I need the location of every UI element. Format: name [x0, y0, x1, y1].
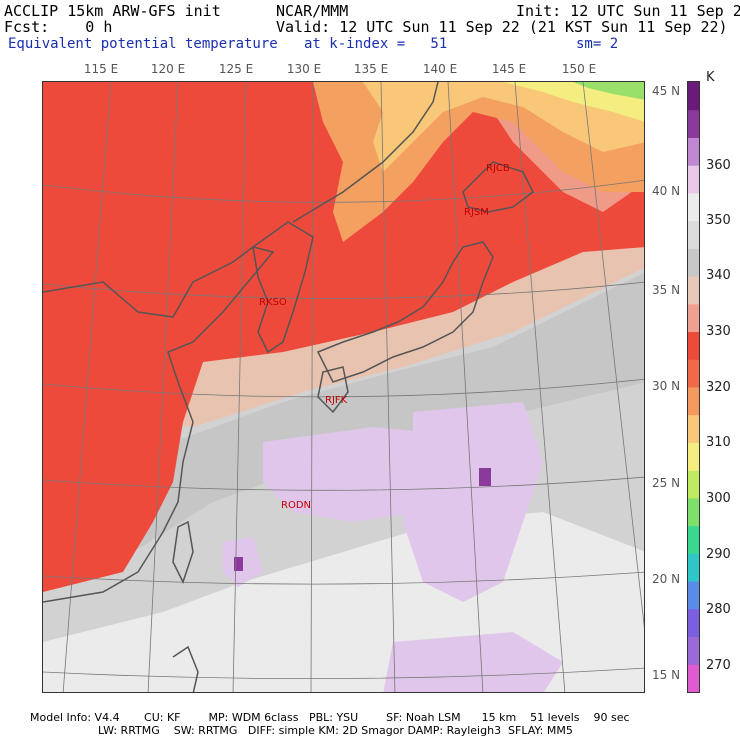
level-label: at k-index = 51 — [304, 36, 448, 52]
station-label: RJSM — [464, 207, 489, 218]
station-label: RODN — [281, 500, 311, 511]
colorbar-segment — [688, 109, 699, 138]
colorbar-segment — [688, 553, 699, 582]
colorbar-segment — [688, 359, 699, 388]
lon-label: 120 E — [150, 62, 186, 76]
coastline-philippines — [172, 645, 199, 692]
org-label: NCAR/MMM — [276, 2, 349, 20]
field-region-330 — [433, 162, 513, 222]
field-name: Equivalent potential temperature — [8, 36, 278, 52]
coastline-kyushu — [317, 366, 349, 414]
field-spot-370 — [234, 557, 243, 571]
colorbar-segment — [688, 414, 699, 443]
colorbar-segment — [688, 248, 699, 277]
colorbar-segment — [688, 470, 699, 499]
station-label: RJCB — [486, 163, 510, 174]
lon-label: 140 E — [422, 62, 458, 76]
colorbar-segment — [688, 581, 699, 610]
smoothing-label: sm= 2 — [576, 36, 619, 52]
colorbar-segment — [688, 442, 699, 471]
colorbar-label: 280 — [706, 602, 731, 617]
field-region-300 — [573, 82, 644, 100]
colorbar-label: 320 — [706, 380, 731, 395]
colorbar-segment — [688, 165, 699, 194]
field-region-315 — [363, 82, 644, 172]
colorbar-segment — [688, 137, 699, 166]
lon-label: 135 E — [353, 62, 389, 76]
lat-label: 40 N — [652, 184, 681, 198]
model-info-line1: Model Info: V4.4 CU: KF MP: WDM 6class P… — [30, 711, 630, 724]
colorbar-segment — [688, 82, 699, 111]
lat-label: 45 N — [652, 84, 681, 98]
meridian-line — [232, 82, 247, 692]
parallel-line — [43, 667, 644, 680]
colorbar-segment — [688, 303, 699, 333]
station-label: RJFK — [325, 395, 348, 406]
model-info-line2: LW: RRTMG SW: RRTMG DIFF: simple KM: 2D … — [98, 724, 573, 737]
colorbar-segment — [688, 331, 699, 360]
colorbar-segment — [688, 276, 699, 305]
colorbar-label: 340 — [706, 268, 731, 283]
colorbar-label: 350 — [706, 213, 731, 228]
colorbar-segment — [688, 664, 699, 693]
colorbar-label: 290 — [706, 547, 731, 562]
parallel-line — [43, 476, 644, 491]
colorbar-segment — [688, 220, 699, 249]
coastline-hokkaido — [462, 161, 534, 213]
station-label: RKSO — [259, 297, 287, 308]
colorbar-segment — [688, 608, 699, 638]
colorbar-label: 270 — [706, 658, 731, 673]
lon-label: 150 E — [561, 62, 597, 76]
colorbar-label: 360 — [706, 158, 731, 173]
meridian-line — [147, 82, 179, 692]
coastlines — [43, 82, 534, 692]
valid-time: Valid: 12 UTC Sun 11 Sep 22 (21 KST Sun … — [276, 18, 728, 36]
colorbar-segment — [688, 192, 699, 222]
field-spot-370 — [479, 468, 491, 486]
lat-label: 30 N — [652, 379, 681, 393]
parallel-line — [43, 281, 644, 299]
field-region-360 — [403, 402, 543, 602]
meridian-line — [514, 82, 566, 692]
graticule — [43, 82, 644, 692]
field-region-345 — [43, 272, 644, 582]
meridian-line — [310, 82, 314, 692]
colorbar-segment — [688, 497, 699, 527]
init-time: Init: 12 UTC Sun 11 Sep 22 — [516, 2, 740, 20]
model-title: ACCLIP 15km ARW-GFS init — [4, 2, 221, 20]
lat-label: 15 N — [652, 668, 681, 682]
forecast-hour: Fcst: 0 h — [4, 18, 113, 36]
meridian-line — [380, 82, 396, 692]
theta-e-map: RJCB RJSM RKSO RJFK RODN — [42, 81, 645, 693]
colorbar-segment — [688, 387, 699, 416]
parallel-line — [43, 179, 644, 203]
colorbar-unit: K — [706, 70, 715, 85]
lat-label: 20 N — [652, 572, 681, 586]
coastline-taiwan — [172, 520, 194, 584]
colorbar-segment — [688, 636, 699, 665]
lon-label: 125 E — [218, 62, 254, 76]
coastline-china — [43, 246, 275, 603]
colorbar-label: 310 — [706, 435, 731, 450]
parallel-line — [43, 571, 644, 585]
coastline-korea — [252, 221, 314, 354]
meridian-line — [62, 82, 112, 692]
colorbar-label: 330 — [706, 324, 731, 339]
colorbar-segment — [688, 525, 699, 554]
lon-label: 130 E — [286, 62, 322, 76]
lat-label: 35 N — [652, 283, 681, 297]
meridian-line — [582, 82, 644, 628]
coastline-russia — [292, 82, 439, 223]
meridian-line — [447, 82, 484, 692]
field-region-330 — [223, 112, 313, 202]
lon-label: 115 E — [83, 62, 119, 76]
colorbar — [687, 81, 700, 693]
coastline-japan — [316, 241, 494, 383]
lat-label: 25 N — [652, 476, 681, 490]
colorbar-label: 300 — [706, 491, 731, 506]
lon-label: 145 E — [491, 62, 527, 76]
